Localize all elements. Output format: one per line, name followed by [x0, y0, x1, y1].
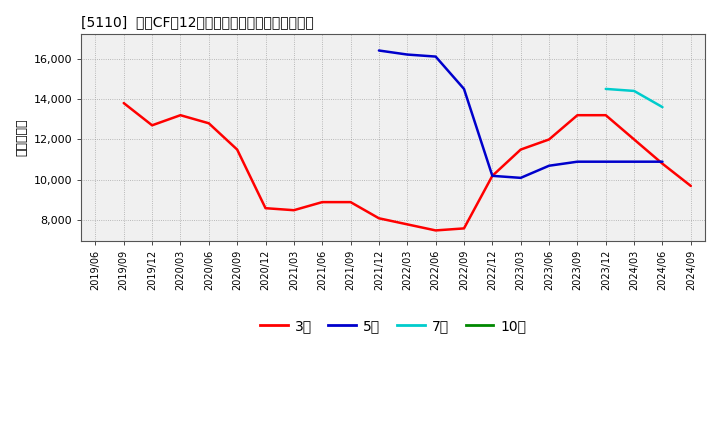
- Text: [5110]  投資CFの12か月移動合計の標準偏差の推移: [5110] 投資CFの12か月移動合計の標準偏差の推移: [81, 15, 314, 29]
- 5年: [403, 52, 412, 57]
- 3年: [233, 147, 241, 152]
- 3年: [686, 183, 695, 189]
- 7年: [630, 88, 639, 94]
- 3年: [573, 113, 582, 118]
- 3年: [630, 137, 639, 142]
- 5年: [630, 159, 639, 164]
- 3年: [120, 100, 128, 106]
- 5年: [431, 54, 440, 59]
- 3年: [658, 161, 667, 166]
- 5年: [658, 159, 667, 164]
- 3年: [431, 228, 440, 233]
- 5年: [488, 173, 497, 179]
- 7年: [601, 86, 610, 92]
- 3年: [459, 226, 468, 231]
- 3年: [374, 216, 383, 221]
- 3年: [346, 199, 355, 205]
- Y-axis label: （百万円）: （百万円）: [15, 119, 28, 156]
- 3年: [204, 121, 213, 126]
- 7年: [658, 104, 667, 110]
- 3年: [545, 137, 554, 142]
- Line: 3年: 3年: [124, 103, 690, 231]
- 3年: [601, 113, 610, 118]
- 5年: [545, 163, 554, 169]
- 3年: [403, 222, 412, 227]
- 5年: [573, 159, 582, 164]
- 3年: [261, 205, 270, 211]
- Line: 7年: 7年: [606, 89, 662, 107]
- 3年: [318, 199, 327, 205]
- 5年: [601, 159, 610, 164]
- Legend: 3年, 5年, 7年, 10年: 3年, 5年, 7年, 10年: [254, 313, 532, 338]
- 5年: [516, 175, 525, 180]
- 5年: [459, 86, 468, 92]
- 3年: [289, 208, 298, 213]
- 3年: [148, 123, 156, 128]
- 5年: [374, 48, 383, 53]
- 3年: [488, 173, 497, 179]
- 3年: [516, 147, 525, 152]
- 3年: [176, 113, 185, 118]
- Line: 5年: 5年: [379, 51, 662, 178]
